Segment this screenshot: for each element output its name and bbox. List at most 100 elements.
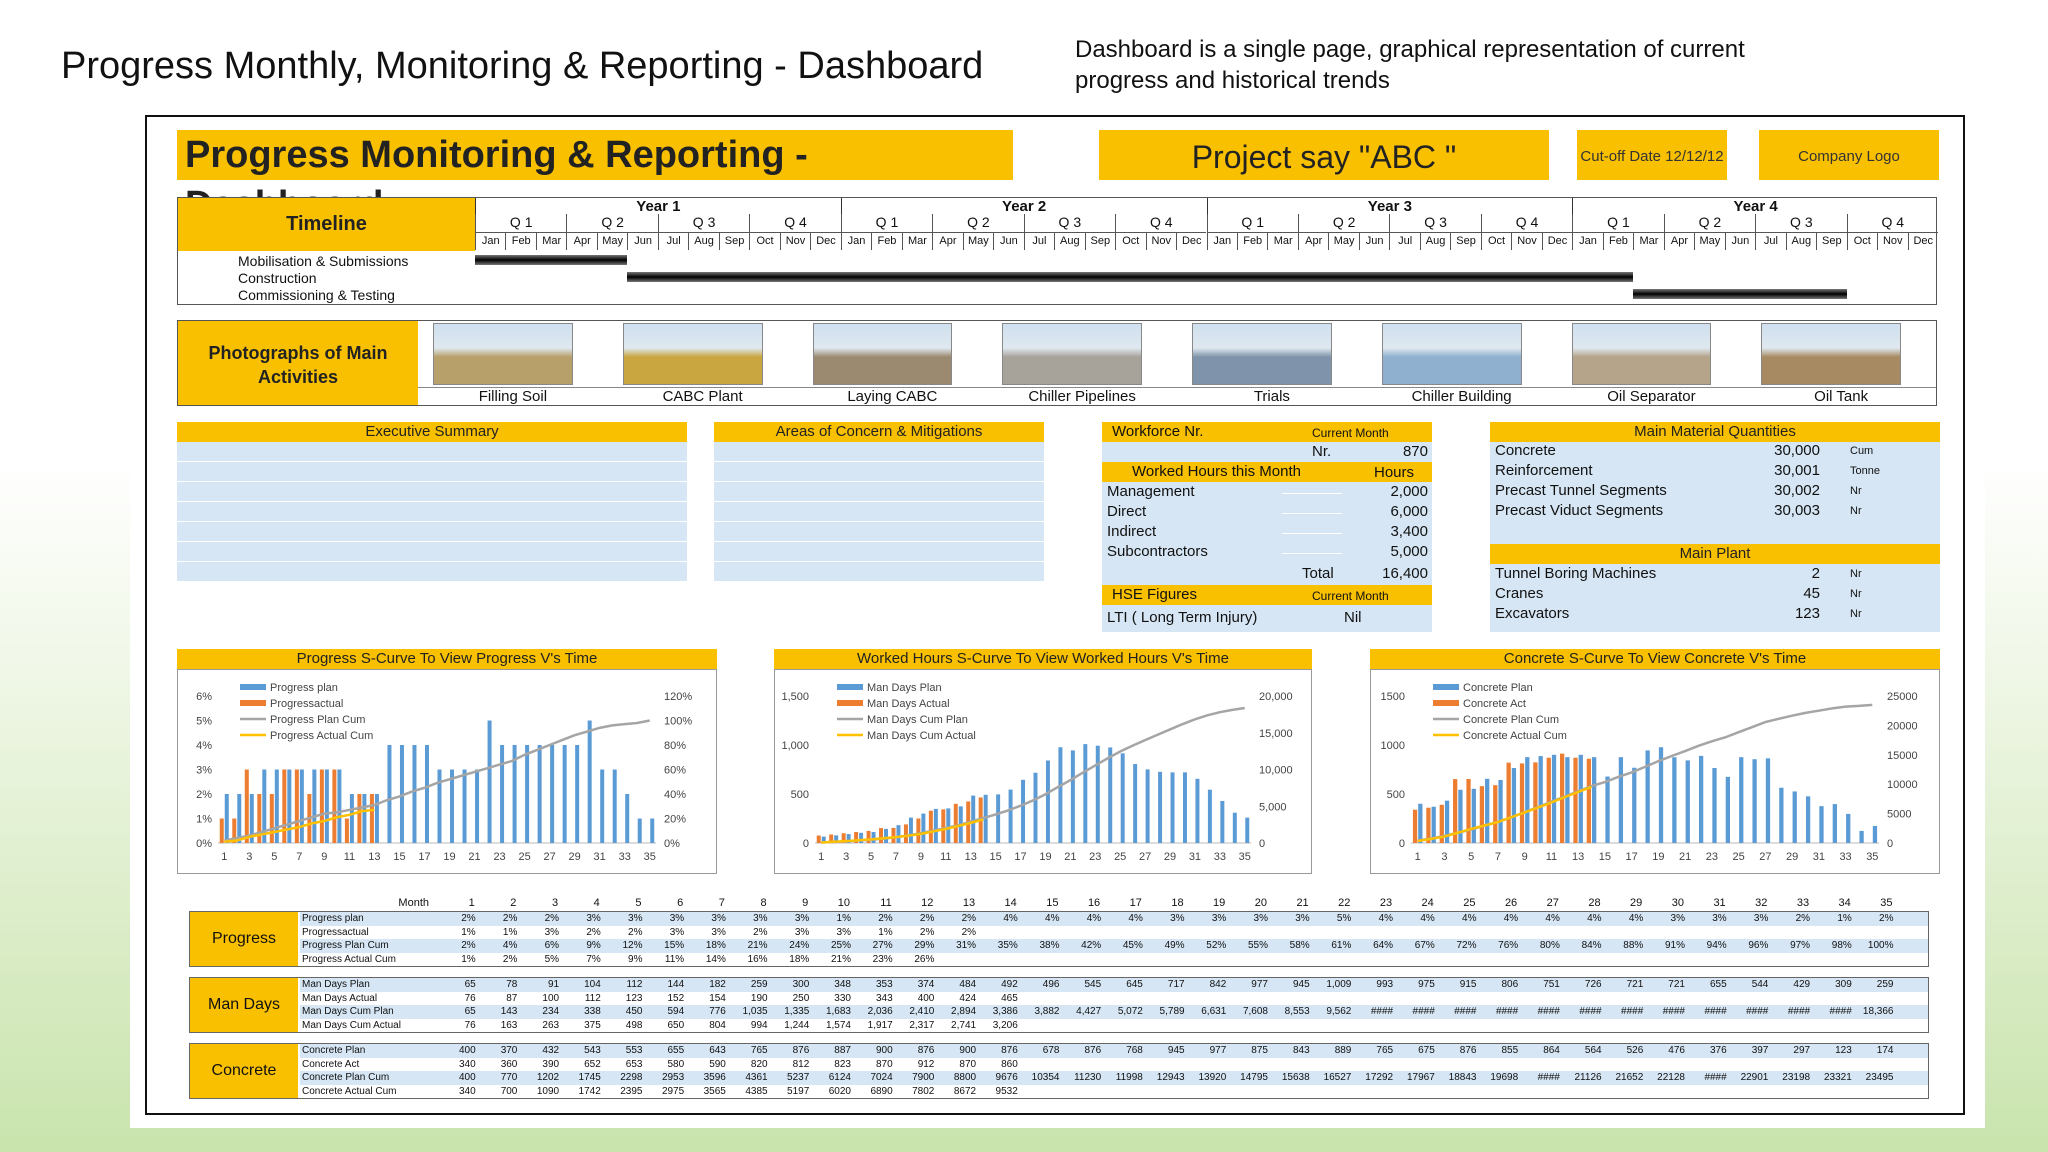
data-table-cell: #### [1537,1072,1560,1083]
data-table-cell: 4% [1545,913,1560,924]
activity-photo[interactable] [1002,323,1142,385]
data-table-cell: 1,683 [825,1006,851,1017]
chart-bar [525,745,530,843]
chart-bar [1779,787,1784,843]
data-table-cell: 876 [917,1045,935,1056]
data-table-cell: 4% [1503,913,1519,924]
activity-photo[interactable] [622,323,763,385]
data-table-cell: 4% [1045,913,1060,924]
activity-photo[interactable] [433,323,573,385]
timeline-month: Apr [566,232,597,250]
chart-bar [1685,760,1690,843]
legend-label: Man Days Cum Plan [867,714,968,726]
data-table-cell: 1090 [536,1085,560,1097]
data-table-cell: 259 [1876,979,1894,990]
chart-bar [1859,830,1864,843]
data-table-cell: 1% [461,953,476,965]
data-table-cell: 3% [711,913,726,924]
chart-bar [1658,747,1664,843]
timeline-activity-bar[interactable] [627,272,1634,282]
data-table-group: Concrete Concrete Plan 400 370 432 543 553 655 6… [189,1043,1929,1099]
workforce-current-month: Current Month [1312,426,1389,440]
data-table-cell: 3596 [703,1072,726,1083]
activity-photo[interactable] [1192,323,1332,385]
data-table-cell: 553 [625,1045,643,1056]
worked-hours-header: Worked Hours this Month Hours [1102,462,1432,482]
timeline-quarter: Q 4 [1115,214,1206,232]
worked-hours-unit: Hours [1374,464,1415,481]
data-table-cell: 5% [1336,913,1352,924]
legend-label: Concrete Plan Cum [1463,714,1559,726]
month-number: 19 [1213,897,1226,909]
timeline-activities: Mobilisation & Submissions Construction Co… [178,251,1938,305]
dashboard-frame: Progress Monitoring & Reporting - Dashbo… [145,115,1965,1115]
executive-summary-body[interactable] [177,442,687,582]
chart-bar [1220,800,1225,843]
data-table-cell: 3% [794,926,810,938]
left-tick-label: 5% [196,716,212,728]
data-table-cell: 2% [502,913,518,924]
data-table-cell: 65 [464,979,476,990]
timeline-activity-bar[interactable] [1633,289,1847,299]
activity-photo[interactable] [812,323,953,385]
chart-bar [575,745,580,843]
workforce-nr-label: Nr. [1312,443,1332,460]
chart-bar [1792,791,1797,843]
chart-bar [1207,789,1212,843]
data-table-cell: 1,574 [825,1019,851,1031]
concerns-body[interactable] [714,442,1044,582]
activity-photo[interactable] [1571,323,1712,385]
activity-photo[interactable] [1761,323,1901,385]
data-table-cell: 5,789 [1159,1006,1185,1017]
right-tick-label: 100% [664,716,692,728]
data-table-cell: 4% [1420,913,1435,924]
activity-photo[interactable] [1381,323,1522,385]
chart-bar [1008,789,1013,843]
chart-bar [1672,757,1677,843]
x-tick-label: 21 [1064,851,1076,863]
material-unit: Cum [1850,445,1874,457]
data-table-row: Man Days Cum Actual 76 163 263 375 498 650 804 9… [300,1018,1928,1032]
data-table-cell: 876 [1001,1045,1018,1056]
chart-bar [369,794,374,843]
timeline-month: Jul [1755,232,1786,250]
chart-bar [1479,786,1485,843]
chart-bar [859,832,864,843]
data-table-cell: 2% [753,926,768,938]
chart-bar [1586,758,1592,843]
data-table-row: Progress Actual Cum 1% 2% 5% 7% 9% 11% 14% 16% 18… [300,952,1928,966]
timeline-activity-bar[interactable] [475,255,628,265]
data-table-cell: 9,562 [1326,1006,1352,1017]
timeline-month: Aug [1419,232,1451,250]
plant-unit: Nr [1850,568,1862,580]
chart-bar [1045,760,1050,843]
chart-bar [1765,758,1771,843]
timeline-month: Feb [1236,232,1268,250]
data-table-cell: 91% [1664,940,1685,951]
data-table-cell: 492 [1001,979,1018,990]
worked-hours-value: 3,400 [1390,523,1428,540]
data-table-cell: 842 [1209,979,1227,990]
row-divider [1282,553,1342,554]
data-table-row: Man Days Plan 65 78 91 104 112 144 182 259 300 348… [300,978,1928,992]
chart-bar [537,745,542,843]
material-name: Concrete [1495,442,1556,459]
x-tick-label: 11 [344,851,355,863]
timeline-activity-label: Commissioning & Testing [238,287,395,303]
chart-bar [1739,757,1744,843]
data-table-cell: 5,072 [1117,1006,1143,1017]
data-table-cell: #### [1829,1006,1852,1017]
timeline-month: Apr [932,232,963,250]
material-quantity: 30,002 [1774,482,1820,499]
data-table-cell: 3% [836,926,851,938]
data-table-cell: 643 [709,1045,726,1056]
data-table-cell: 820 [750,1058,768,1070]
data-table-row-label: Concrete Act [302,1058,360,1070]
x-tick-label: 9 [321,851,327,863]
data-table-cell: 1% [1837,913,1852,924]
data-table-cell: 52% [1206,940,1227,951]
company-logo[interactable]: Company Logo [1759,130,1939,180]
timeline-month: May [1694,232,1725,250]
timeline-month: Dec [1541,232,1573,250]
data-table-cell: 6890 [870,1085,893,1097]
